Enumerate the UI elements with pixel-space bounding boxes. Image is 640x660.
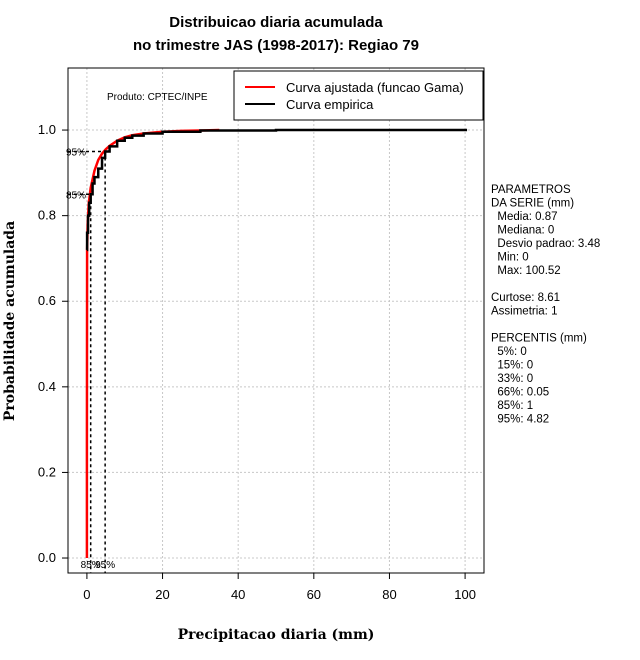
x-tick-label: 0 bbox=[83, 587, 90, 602]
x-tick-label: 20 bbox=[155, 587, 169, 602]
x-tick-label: 40 bbox=[231, 587, 245, 602]
stats-line: 33%: 0 bbox=[491, 373, 533, 385]
stats-line: 85%: 1 bbox=[491, 400, 533, 412]
x-axis-title: Precipitacao diaria (mm) bbox=[178, 627, 375, 643]
y-tick-label: 0.0 bbox=[38, 550, 56, 565]
stats-panel: PARAMETROS DA SERIE (mm) Media: 0.87 Medi… bbox=[491, 184, 600, 426]
series-empirical bbox=[85, 128, 468, 252]
stats-line: Assimetria: 1 bbox=[491, 306, 557, 318]
percentile-markers: 85%85%95%95% bbox=[66, 147, 115, 573]
stats-line: DA SERIE (mm) bbox=[491, 198, 574, 210]
y-tick-label: 0.8 bbox=[38, 208, 56, 223]
legend-box bbox=[233, 70, 484, 121]
plot-frame bbox=[67, 67, 485, 574]
stats-line: Desvio padrao: 3.48 bbox=[491, 238, 600, 250]
stats-line: Curtose: 8.61 bbox=[491, 292, 560, 304]
series-fitted-gamma bbox=[85, 128, 220, 559]
stats-line: Max: 100.52 bbox=[491, 265, 561, 277]
percentile-label-y: 85% bbox=[66, 190, 86, 201]
stats-line: Mediana: 0 bbox=[491, 225, 554, 237]
stats-line: 5%: 0 bbox=[491, 346, 527, 358]
stats-line: PERCENTIS (mm) bbox=[491, 333, 587, 345]
stats-line: 66%: 0.05 bbox=[491, 387, 549, 399]
x-tick-label: 60 bbox=[307, 587, 321, 602]
stats-line: Min: 0 bbox=[491, 252, 529, 264]
y-tick-label: 0.4 bbox=[38, 379, 56, 394]
axes: 0 20 40 60 80 100 0.0 0.2 0.4 0.6 0.8 1.0 bbox=[38, 122, 476, 602]
product-label: Produto: CPTEC/INPE bbox=[107, 92, 208, 103]
stats-line: Media: 0.87 bbox=[491, 211, 557, 223]
stats-line: 15%: 0 bbox=[491, 360, 533, 372]
legend: Curva ajustada (funcao Gama) Curva empir… bbox=[233, 70, 484, 121]
stats-line: 95%: 4.82 bbox=[491, 414, 549, 426]
series-layer bbox=[85, 128, 468, 559]
percentile-label-y: 95% bbox=[66, 147, 86, 158]
y-tick-label: 1.0 bbox=[38, 122, 56, 137]
legend-label-empirical: Curva empirica bbox=[286, 97, 374, 112]
chart-title-line2: no trimestre JAS (1998-2017): Regiao 79 bbox=[133, 37, 419, 54]
grid-lines bbox=[68, 68, 484, 573]
chart-title-line1: Distribuicao diaria acumulada bbox=[169, 14, 383, 31]
y-tick-label: 0.6 bbox=[38, 293, 56, 308]
x-tick-label: 80 bbox=[382, 587, 396, 602]
y-axis-title: Probabilidade acumulada bbox=[2, 221, 18, 421]
legend-label-fitted: Curva ajustada (funcao Gama) bbox=[286, 80, 464, 95]
x-tick-label: 100 bbox=[454, 587, 476, 602]
stats-line: PARAMETROS bbox=[491, 184, 571, 196]
percentile-label-x: 85% bbox=[81, 560, 101, 571]
percentile-label-x: 95% bbox=[95, 560, 115, 571]
y-tick-label: 0.2 bbox=[38, 464, 56, 479]
